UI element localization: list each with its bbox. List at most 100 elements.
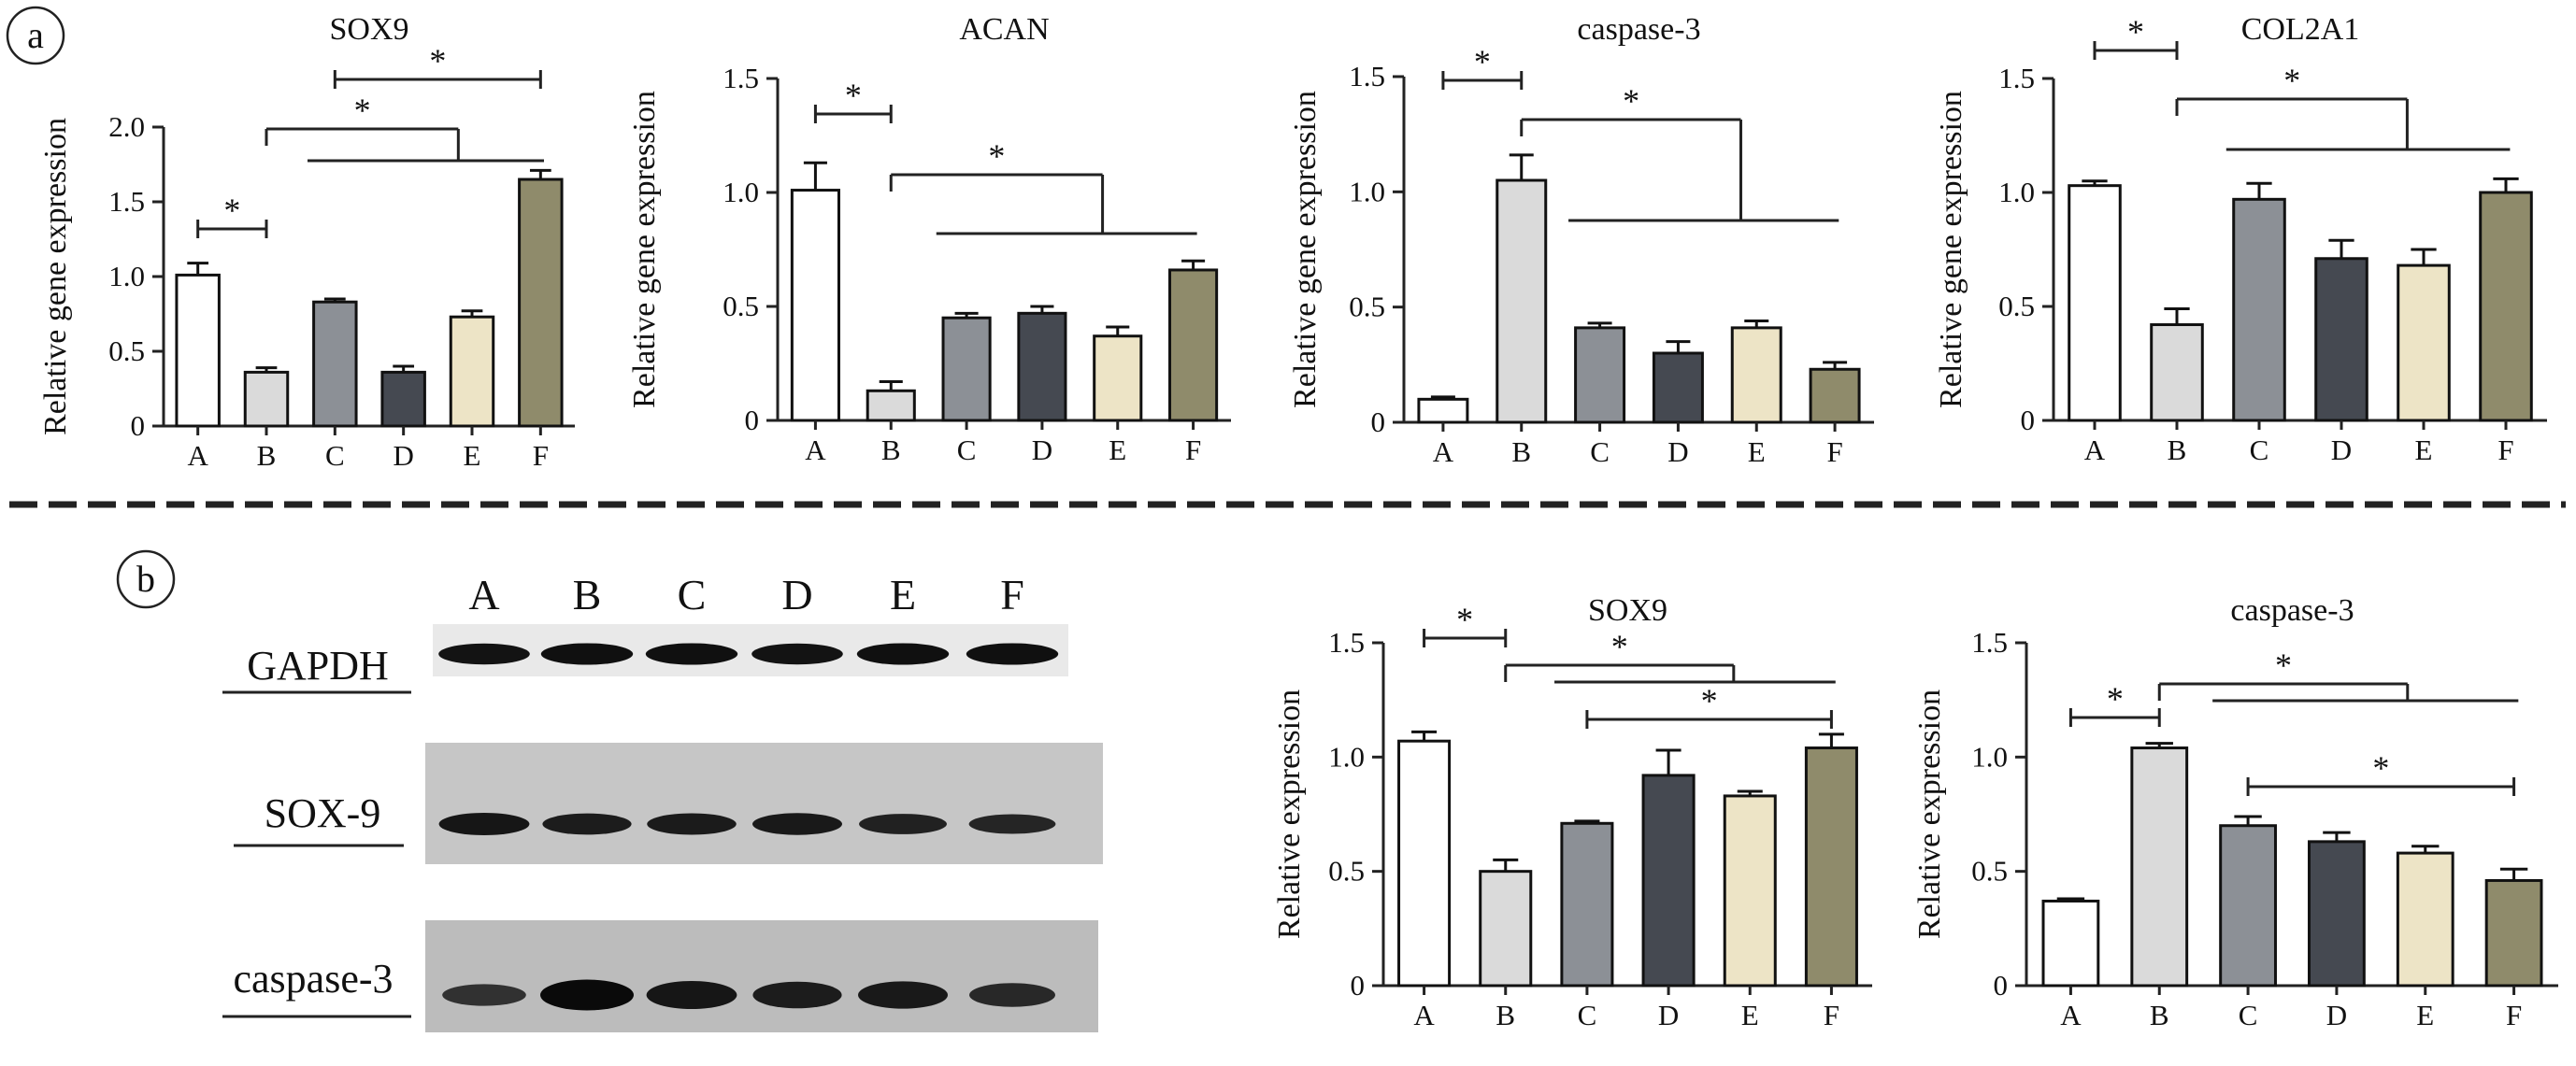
blot-band	[859, 814, 947, 834]
blot-band	[438, 643, 530, 665]
significance-star: *	[1456, 601, 1473, 638]
significance-star: *	[223, 192, 240, 229]
bar-C	[1574, 326, 1626, 424]
x-tick-label: D	[1032, 434, 1052, 466]
bar-C	[941, 316, 992, 422]
chart-title: caspase-3	[2230, 593, 2354, 628]
y-axis-label: Relative gene expression	[627, 91, 662, 408]
blot-lane-label: D	[781, 571, 812, 618]
blot-band	[752, 981, 842, 1009]
bar-A	[1397, 739, 1452, 988]
chart-title: ACAN	[959, 12, 1049, 47]
blot-band	[969, 983, 1055, 1007]
blot-lane-labels: A B C D E F	[468, 571, 1023, 618]
blot-lane-label: A	[468, 571, 499, 618]
y-tick-label: 0.5	[723, 290, 759, 322]
blot-band	[442, 984, 526, 1006]
bar-C	[2219, 824, 2277, 988]
x-tick-label: B	[881, 434, 901, 466]
significance-star: *	[354, 92, 371, 129]
bar-F	[518, 178, 564, 428]
bar-E	[2396, 851, 2454, 988]
blot-row-3: caspase-3	[222, 920, 1098, 1032]
significance-star: *	[845, 77, 862, 114]
x-tick-label: E	[2416, 999, 2434, 1031]
y-tick-label: 2.0	[108, 110, 145, 143]
bar-C	[2232, 197, 2286, 422]
bar-D	[380, 370, 426, 428]
x-tick-label: C	[2239, 999, 2258, 1031]
y-tick-label: 0	[745, 404, 760, 436]
y-tick-label: 0	[2021, 404, 2036, 436]
chart-title: caspase-3	[1577, 12, 1700, 47]
bar-B	[1496, 178, 1548, 424]
bar-C	[312, 300, 358, 428]
bar-B	[1479, 870, 1533, 988]
x-tick-label: A	[805, 434, 826, 466]
x-tick-label: A	[1433, 435, 1454, 468]
chart-5: SOX9 Relative expression 0 0.5 1.0 1.5 A B C D E F *…	[1272, 593, 1872, 1031]
blot-row-label: GAPDH	[247, 643, 389, 689]
blot-lane-label: F	[1000, 571, 1024, 618]
x-tick-label: A	[187, 439, 208, 472]
x-tick-label: E	[1109, 434, 1126, 466]
blot-band	[542, 813, 632, 835]
significance-star: *	[1611, 628, 1628, 665]
y-tick-label: 1.5	[1349, 60, 1385, 92]
blot-membrane	[425, 920, 1098, 1032]
blot-membrane	[433, 624, 1068, 676]
x-tick-label: F	[1185, 434, 1201, 466]
blot-lane-label: E	[890, 571, 916, 618]
panel-label-b: b	[116, 549, 176, 609]
x-tick-label: D	[2331, 434, 2352, 466]
significance-bracket: *	[1585, 682, 1833, 729]
bar-A	[175, 273, 221, 428]
y-tick-label: 1.0	[723, 176, 759, 208]
significance-bracket: *	[1520, 82, 1839, 222]
x-tick-label: C	[1578, 999, 1597, 1031]
blot-band	[540, 979, 634, 1011]
y-tick-label: 0	[1371, 405, 1386, 438]
bar-D	[2308, 840, 2366, 988]
bar-F	[2479, 191, 2533, 422]
blot-lane-label: B	[573, 571, 602, 618]
svg-text:b: b	[136, 558, 155, 600]
x-tick-label: C	[325, 439, 345, 472]
x-tick-label: B	[257, 439, 277, 472]
blot-band	[968, 814, 1056, 834]
x-tick-label: F	[2506, 999, 2522, 1031]
bar-F	[1809, 367, 1861, 424]
x-tick-label: E	[2415, 434, 2433, 466]
x-tick-label: A	[2084, 434, 2106, 466]
bar-E	[1723, 794, 1777, 988]
significance-star: *	[2275, 647, 2292, 684]
bar-F	[2484, 878, 2543, 988]
bar-E	[1093, 334, 1143, 422]
blot-band	[966, 643, 1059, 665]
significance-star: *	[429, 42, 446, 79]
significance-star: *	[1701, 682, 1718, 719]
x-tick-label: D	[1658, 999, 1679, 1031]
chart-3: caspase-3 Relative gene expression 0 0.5 1.0…	[1288, 12, 1874, 468]
x-tick-label: D	[2326, 999, 2347, 1031]
x-tick-label: C	[1590, 435, 1610, 468]
chart-2: ACAN Relative gene expression 0 0.5 1.0 1.5 A B…	[627, 12, 1231, 466]
bar-D	[1641, 774, 1696, 988]
blot-lane-label: C	[678, 571, 707, 618]
bar-A	[2041, 899, 2100, 988]
y-tick-label: 0.5	[1998, 290, 2035, 322]
significance-bracket: *	[2175, 62, 2511, 151]
bar-A	[790, 189, 840, 422]
chart-title: COL2A1	[2241, 12, 2360, 47]
y-axis-label: Relative expression	[1272, 689, 1307, 939]
bar-F	[1804, 746, 1858, 988]
significance-bracket: *	[2068, 680, 2161, 727]
bar-D	[2314, 257, 2368, 422]
significance-bracket: *	[196, 192, 268, 238]
bar-A	[1417, 397, 1469, 424]
y-tick-label: 1.5	[1998, 62, 2035, 94]
bar-D	[1017, 311, 1067, 422]
bar-B	[243, 370, 290, 428]
blot-row-label: caspase-3	[233, 956, 393, 1002]
